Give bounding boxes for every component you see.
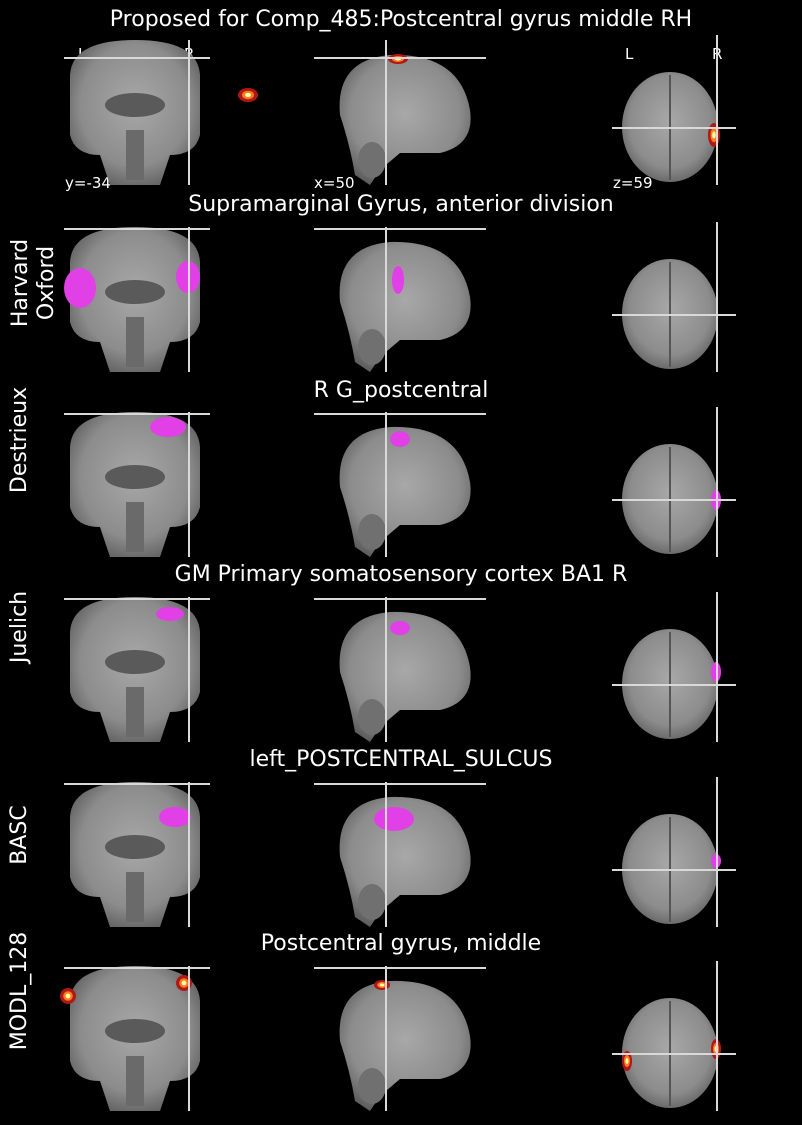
coronal-ventricles (105, 835, 165, 859)
row0-coronal-view (64, 40, 258, 185)
row0-sagittal-view (314, 40, 486, 185)
coronal-atlas-region-0 (150, 417, 186, 437)
row4-coronal-view (64, 782, 210, 927)
sagittal-atlas-region-0 (374, 807, 414, 831)
row-title-modl: Postcentral gyrus, middle (260, 931, 542, 956)
coronal-brainstem (126, 1056, 144, 1106)
row1-axial-view (612, 222, 736, 372)
axial-activation-0-core (625, 1058, 629, 1064)
row-title-basc: left_POSTCENTRAL_SULCUS (249, 747, 553, 772)
axial-activation-0-core (712, 131, 716, 139)
row4-sagittal-view (314, 782, 486, 927)
coronal-brainstem (126, 687, 144, 737)
coronal-atlas-region-0 (64, 268, 96, 308)
atlas-label-harvard-line2: Oxford (34, 245, 59, 321)
coronal-atlas-region-0 (156, 607, 184, 621)
coronal-brainstem (126, 317, 144, 367)
atlas-label-juelich: Juelich (7, 590, 32, 664)
row4-axial-view (612, 777, 736, 927)
sagittal-atlas-region-0 (390, 621, 410, 635)
coronal-ventricles (105, 280, 165, 304)
atlas-label-basc: BASC (7, 805, 32, 865)
row1-sagittal-view (314, 227, 486, 372)
row5-sagittal-view (314, 966, 486, 1111)
row3-axial-view (612, 592, 736, 742)
coronal-ventricles (105, 650, 165, 674)
coronal-ventricles (105, 1019, 165, 1043)
row3-coronal-view (64, 597, 210, 742)
sagittal-cerebellum (358, 699, 386, 735)
row-title-juelich: GM Primary somatosensory cortex BA1 R (174, 562, 628, 587)
coronal-brainstem (126, 130, 144, 180)
coord-coronal: y=-34 (65, 174, 111, 192)
row0-axial-view (612, 35, 736, 185)
sagittal-cerebellum (358, 884, 386, 920)
row2-axial-view (612, 407, 736, 557)
sagittal-atlas-region-0 (392, 266, 404, 294)
sagittal-cerebellum (358, 329, 386, 365)
sagittal-activation-0-core (379, 983, 385, 987)
sagittal-cerebellum (358, 1068, 386, 1104)
sagittal-atlas-region-0 (390, 431, 410, 447)
coronal-brainstem (126, 502, 144, 552)
row2-coronal-view (64, 412, 210, 557)
atlas-label-harvard-line1: Harvard (8, 238, 33, 328)
coronal-activation-0-core (245, 92, 251, 98)
coronal-activation-0-core (65, 993, 71, 999)
coronal-activation-1-core (181, 980, 187, 986)
coronal-atlas-region-0 (159, 807, 191, 827)
orient-left-axial: L (625, 45, 634, 63)
atlas-label-harvard-oxford: Harvard Oxford (8, 228, 60, 338)
coronal-ventricles (105, 93, 165, 117)
coronal-ventricles (105, 465, 165, 489)
atlas-label-destrieux: Destrieux (7, 386, 32, 494)
coronal-brainstem (126, 872, 144, 922)
row-title-destrieux: R G_postcentral (313, 378, 489, 403)
sagittal-cerebellum (358, 142, 386, 178)
coord-axial: z=59 (613, 174, 653, 192)
row-title-harvard-oxford: Supramarginal Gyrus, anterior division (188, 192, 614, 217)
figure-title: Proposed for Comp_485:Postcentral gyrus … (109, 7, 693, 32)
row1-coronal-view (64, 227, 210, 372)
row5-axial-view (612, 961, 736, 1111)
coord-sagittal: x=50 (314, 174, 355, 192)
atlas-label-modl: MODL_128 (7, 931, 32, 1051)
row3-sagittal-view (314, 597, 486, 742)
row2-sagittal-view (314, 412, 486, 557)
row5-coronal-view (60, 966, 210, 1111)
sagittal-cerebellum (358, 514, 386, 550)
